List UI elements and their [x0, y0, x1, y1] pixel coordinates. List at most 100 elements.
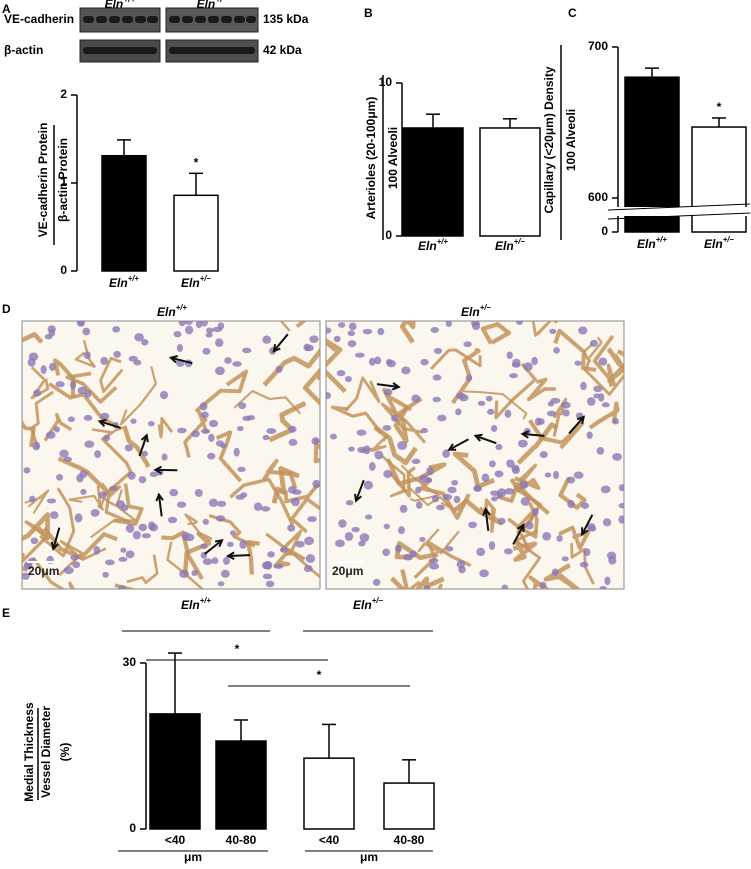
nucleus: [476, 548, 485, 556]
nucleus: [521, 497, 531, 506]
nucleus: [412, 459, 421, 464]
nucleus: [78, 387, 88, 394]
nucleus: [580, 562, 589, 568]
nucleus: [291, 498, 300, 507]
genotype-base: Eln: [197, 0, 216, 11]
nucleus: [612, 453, 622, 461]
nucleus: [337, 370, 346, 376]
nucleus: [179, 317, 186, 326]
nucleus: [240, 492, 247, 497]
nucleus: [254, 502, 262, 511]
nucleus: [79, 470, 87, 478]
nucleus: [429, 563, 439, 570]
nucleus: [169, 489, 178, 496]
nucleus: [262, 336, 271, 344]
nucleus: [401, 367, 410, 375]
nucleus: [593, 386, 602, 393]
unit-label: μm: [184, 850, 202, 864]
nucleus: [457, 560, 466, 568]
genotype-sup: +/−: [372, 596, 384, 605]
nucleus: [411, 394, 420, 402]
nucleus: [216, 515, 225, 522]
x-tick-label: 40-80: [226, 833, 257, 847]
nucleus: [602, 402, 610, 407]
nucleus: [580, 382, 587, 390]
nucleus: [203, 519, 209, 525]
nucleus: [80, 489, 86, 495]
nucleus: [168, 517, 177, 523]
nucleus: [574, 472, 584, 479]
nucleus: [191, 570, 197, 576]
nucleus: [608, 556, 616, 565]
nucleus: [445, 546, 453, 551]
nucleus: [238, 402, 246, 409]
genotype-base: Eln: [353, 598, 372, 612]
nucleus: [105, 560, 115, 566]
genotype-sup: +/+: [176, 303, 188, 312]
nucleus: [540, 582, 547, 589]
genotype-label: Eln+/−: [461, 303, 491, 319]
nucleus: [221, 570, 230, 578]
nucleus: [613, 418, 619, 425]
nucleus: [433, 374, 442, 380]
nucleus: [466, 375, 472, 382]
nucleus: [420, 359, 428, 366]
nucleus: [185, 326, 193, 335]
nucleus: [239, 540, 247, 549]
nucleus: [134, 333, 144, 341]
nucleus: [206, 333, 213, 338]
nucleus: [133, 531, 141, 540]
nucleus: [182, 532, 190, 541]
nucleus: [41, 365, 47, 374]
nucleus: [519, 481, 528, 489]
nucleus: [312, 480, 320, 488]
nucleus: [581, 502, 589, 509]
nucleus: [208, 434, 215, 442]
nucleus: [206, 327, 214, 333]
nucleus: [307, 516, 317, 522]
y-tick-label: 0: [60, 263, 67, 277]
nucleus: [373, 579, 381, 586]
nucleus: [185, 318, 193, 325]
blot-row-label: β-actin: [4, 43, 43, 57]
nucleus: [120, 548, 126, 553]
nucleus: [538, 418, 545, 425]
nucleus: [129, 356, 138, 362]
nucleus: [29, 496, 35, 503]
x-tick-label: Eln+/−: [704, 235, 734, 251]
y-tick-label: 0: [601, 224, 608, 238]
nucleus: [323, 392, 331, 399]
nucleus: [567, 500, 574, 508]
nucleus: [505, 410, 512, 418]
nucleus: [455, 408, 461, 415]
bar: [480, 128, 540, 236]
nucleus: [603, 518, 611, 526]
nucleus: [125, 444, 133, 451]
nucleus: [518, 440, 528, 448]
significance: *: [194, 155, 199, 169]
nucleus: [429, 558, 439, 563]
x-tick-label: Eln+/−: [181, 274, 211, 290]
nucleus: [82, 328, 90, 336]
y-tick-label: 2: [60, 87, 67, 101]
nucleus: [84, 415, 93, 421]
nucleus: [218, 322, 225, 329]
genotype-base: Eln: [105, 0, 124, 11]
nucleus: [424, 585, 431, 590]
nucleus: [209, 420, 218, 427]
nucleus: [29, 353, 38, 361]
nucleus: [523, 362, 532, 371]
nucleus: [545, 472, 552, 477]
nucleus: [215, 367, 225, 376]
nucleus: [31, 538, 39, 544]
nucleus: [179, 570, 189, 578]
nucleus: [100, 413, 109, 420]
genotype-sup: +/−: [723, 235, 735, 244]
nucleus: [56, 474, 63, 481]
nucleus: [130, 419, 136, 424]
blot-size-label: 135 kDa: [263, 12, 309, 26]
genotype-sup: +/+: [656, 235, 668, 244]
nucleus: [203, 348, 211, 355]
y-axis-label: Vessel Diameter: [39, 706, 53, 798]
y-axis-label: Capillary (<20μm) Density: [542, 66, 556, 213]
